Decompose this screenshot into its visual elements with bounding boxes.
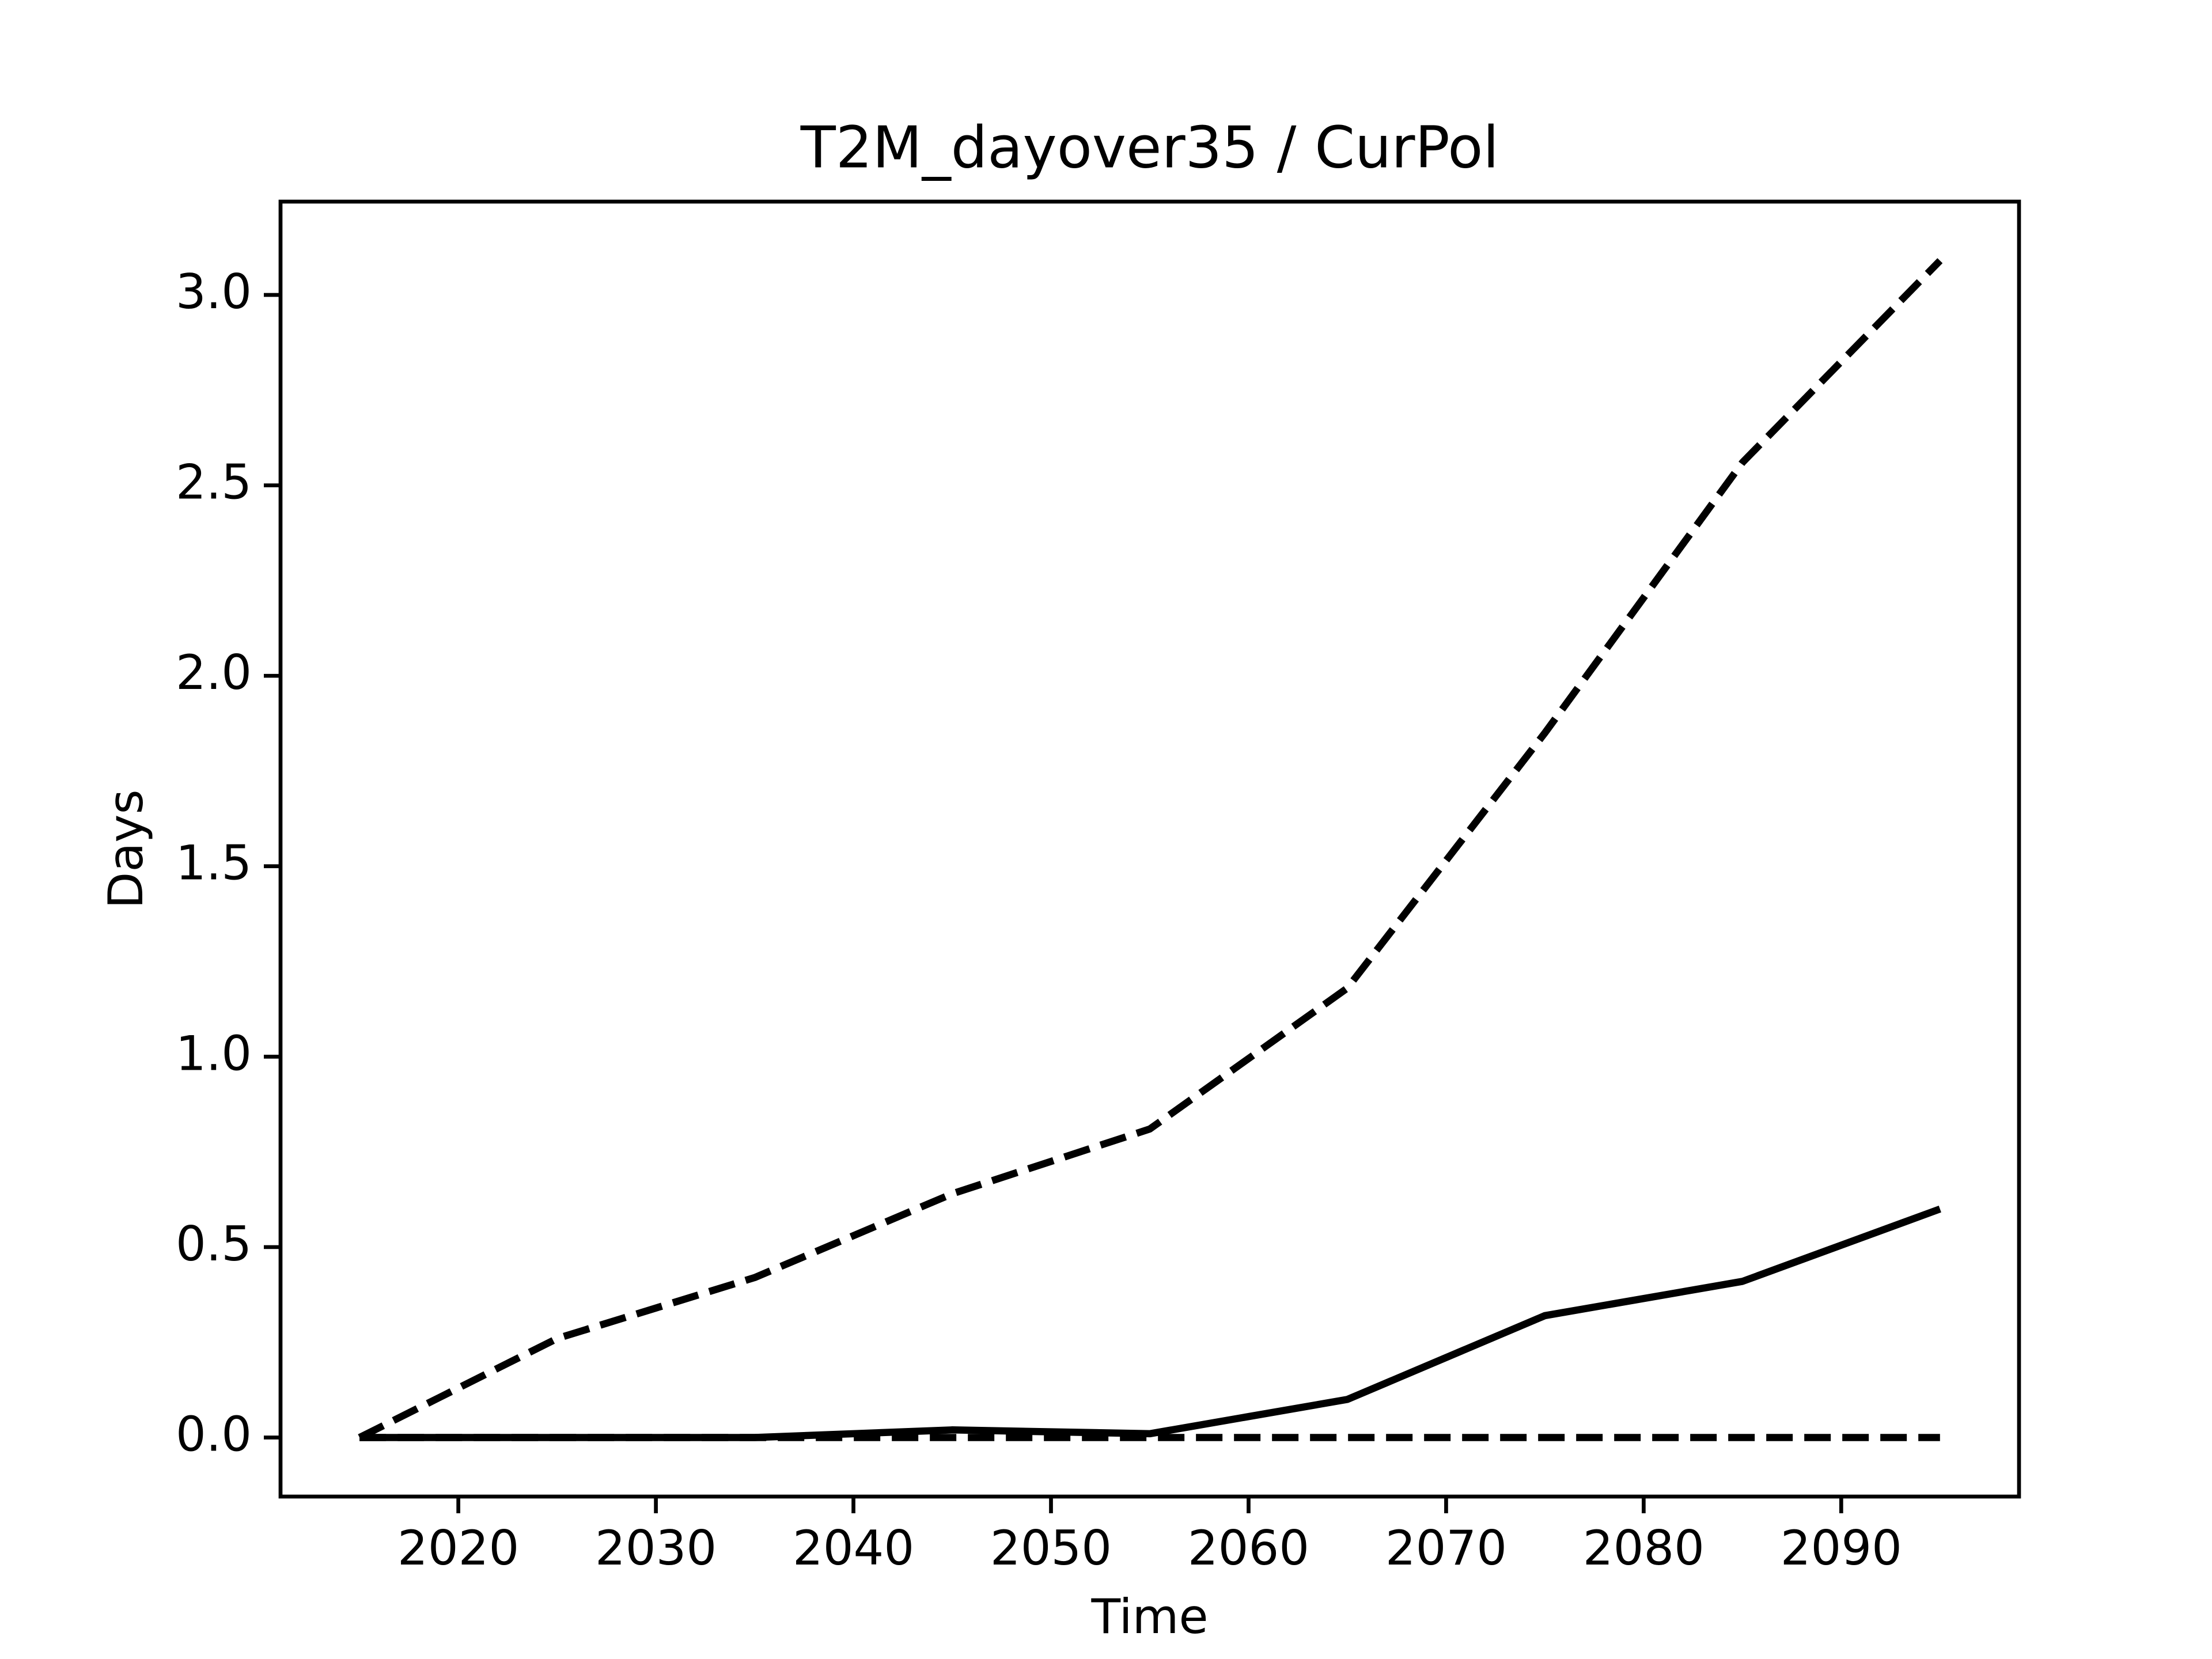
line-series xyxy=(359,1205,1941,1441)
x-tick-label: 2080 xyxy=(1583,1520,1705,1576)
x-tick-label: 2070 xyxy=(1385,1520,1507,1576)
y-tick-label: 3.0 xyxy=(176,264,252,320)
x-tick-label: 2050 xyxy=(990,1520,1112,1576)
y-tick-label: 1.0 xyxy=(176,1025,252,1081)
x-tick-label: 2030 xyxy=(595,1520,717,1576)
y-axis-label: Days xyxy=(98,789,154,908)
y-tick-label: 2.0 xyxy=(176,645,252,700)
y-tick-label: 2.5 xyxy=(176,454,252,510)
y-tick-label: 0.5 xyxy=(176,1216,252,1272)
y-tick-label: 0.0 xyxy=(176,1406,252,1462)
x-tick-label: 2060 xyxy=(1188,1520,1309,1576)
x-tick-label: 2090 xyxy=(1781,1520,1902,1576)
y-tick-label: 1.5 xyxy=(176,835,252,891)
x-tick-label: 2040 xyxy=(793,1520,914,1576)
line-series xyxy=(358,258,1943,1441)
x-tick-label: 2020 xyxy=(397,1520,519,1576)
chart-title: T2M_dayover35 / CurPol xyxy=(800,113,1499,181)
x-axis-label: Time xyxy=(1090,1589,1208,1645)
axes-frame xyxy=(278,199,2021,1499)
